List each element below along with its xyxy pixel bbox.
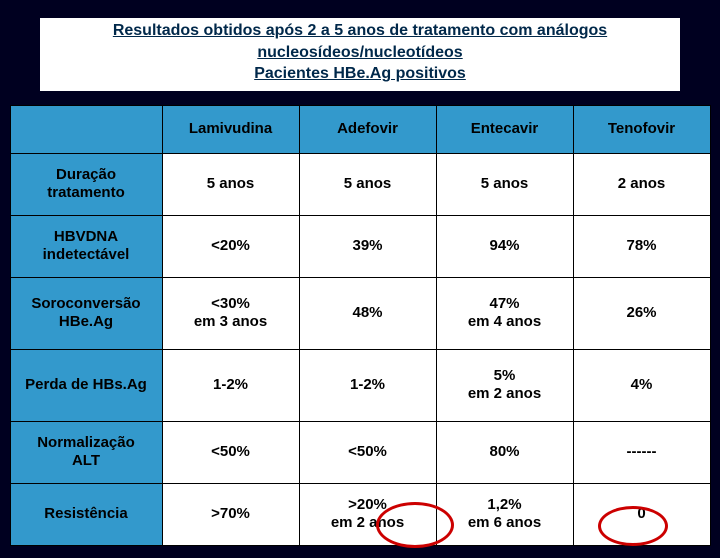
table-cell: 80% — [436, 421, 573, 483]
table-cell: >20%em 2 anos — [299, 483, 436, 545]
table-row: Perda de HBs.Ag1-2%1-2%5%em 2 anos4% — [10, 349, 710, 421]
table-cell: 5 anos — [436, 153, 573, 215]
table-body: Duraçãotratamento5 anos5 anos5 anos2 ano… — [10, 153, 710, 545]
row-header: HBVDNAindetectável — [10, 215, 162, 277]
table-row: SoroconversãoHBe.Ag<30%em 3 anos48%47%em… — [10, 277, 710, 349]
row-header: SoroconversãoHBe.Ag — [10, 277, 162, 349]
table-row: HBVDNAindetectável<20%39%94%78% — [10, 215, 710, 277]
title-line-2: nucleosídeos/nucleotídeos — [46, 42, 674, 64]
page-title: Resultados obtidos após 2 a 5 anos de tr… — [40, 18, 680, 91]
row-header: NormalizaçãoALT — [10, 421, 162, 483]
table-cell: 2 anos — [573, 153, 710, 215]
table-cell: <50% — [299, 421, 436, 483]
table-cell: 1,2%em 6 anos — [436, 483, 573, 545]
col-header-tenofovir: Tenofovir — [573, 105, 710, 153]
table-row: Resistência>70%>20%em 2 anos1,2%em 6 ano… — [10, 483, 710, 545]
table-cell: 5%em 2 anos — [436, 349, 573, 421]
table-cell: 0 — [573, 483, 710, 545]
col-header-adefovir: Adefovir — [299, 105, 436, 153]
col-header-blank — [10, 105, 162, 153]
table-cell: <50% — [162, 421, 299, 483]
table-cell: <20% — [162, 215, 299, 277]
table-cell: 47%em 4 anos — [436, 277, 573, 349]
table-cell: 5 anos — [299, 153, 436, 215]
table-cell: 78% — [573, 215, 710, 277]
table-header-row: Lamivudina Adefovir Entecavir Tenofovir — [10, 105, 710, 153]
table-cell: >70% — [162, 483, 299, 545]
table-cell: <30%em 3 anos — [162, 277, 299, 349]
table-cell: 4% — [573, 349, 710, 421]
col-header-lamivudina: Lamivudina — [162, 105, 299, 153]
table-cell: 1-2% — [299, 349, 436, 421]
table-row: Duraçãotratamento5 anos5 anos5 anos2 ano… — [10, 153, 710, 215]
row-header: Duraçãotratamento — [10, 153, 162, 215]
title-line-1: Resultados obtidos após 2 a 5 anos de tr… — [46, 20, 674, 42]
table-cell: 39% — [299, 215, 436, 277]
table-cell: 94% — [436, 215, 573, 277]
title-line-3: Pacientes HBe.Ag positivos — [46, 63, 674, 85]
table-cell: ------ — [573, 421, 710, 483]
table-cell: 5 anos — [162, 153, 299, 215]
row-header: Resistência — [10, 483, 162, 545]
row-header: Perda de HBs.Ag — [10, 349, 162, 421]
results-table: Lamivudina Adefovir Entecavir Tenofovir … — [10, 105, 711, 546]
table-row: NormalizaçãoALT<50%<50%80%------ — [10, 421, 710, 483]
col-header-entecavir: Entecavir — [436, 105, 573, 153]
table-cell: 1-2% — [162, 349, 299, 421]
table-cell: 26% — [573, 277, 710, 349]
table-cell: 48% — [299, 277, 436, 349]
